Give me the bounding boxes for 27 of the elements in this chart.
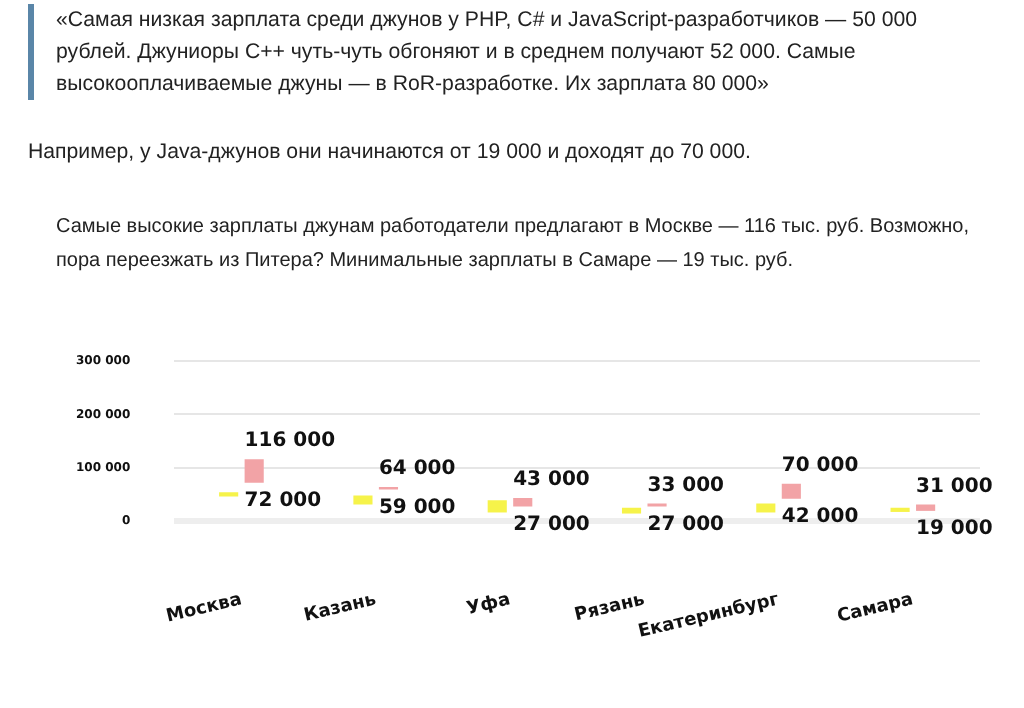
- bar: [756, 503, 776, 513]
- chart-title: Самые высокие зарплаты джунам работодатели предлагают в Москве — 116 тыс. руб. Возможно, пора переезжать из Питера? Минимальные зарплаты в Самаре — 19 тыс. руб.: [56, 214, 972, 276]
- x-tick-label: Казань: [302, 590, 379, 627]
- annotation: 72 000: [244, 489, 322, 512]
- text: «Самая низкая зарплата среди джунов у PHP, C# и JavaScript-разработчиков — 50 000 рублей. Джуниоры C++ чуть-чуть обгоняют и в среднем получают 52 000. Самые высокооплачиваемые джуны — в RoR-разработке. Их зарплата 80 000»: [28, 4, 996, 100]
- x-tick-label: Самара: [835, 590, 916, 628]
- text: Например, у Java-джунов они начинаются от 19 000 и доходят до 70 000.: [28, 140, 753, 164]
- bar: [487, 500, 507, 513]
- bar: [513, 498, 533, 507]
- annotation: 27 000: [513, 513, 590, 536]
- bar: [781, 483, 801, 499]
- bar: [916, 504, 936, 511]
- annotation: 42 000: [781, 505, 859, 528]
- x-tick-label: Москва: [164, 590, 244, 628]
- annotation: 70 000: [781, 454, 859, 477]
- annotation: 19 000: [916, 518, 993, 541]
- annotation: 33 000: [647, 474, 725, 497]
- annotation: 43 000: [513, 469, 590, 492]
- annotation: 59 000: [378, 496, 456, 519]
- x-tick-label: Уфа: [465, 590, 513, 620]
- annotation: 27 000: [647, 513, 725, 536]
- annotation: 31 000: [916, 475, 993, 498]
- bar: [621, 507, 642, 514]
- annotation: 64 000: [378, 458, 456, 481]
- bar: [244, 459, 264, 483]
- annotation: 116 000: [244, 430, 336, 453]
- bar: [353, 495, 373, 505]
